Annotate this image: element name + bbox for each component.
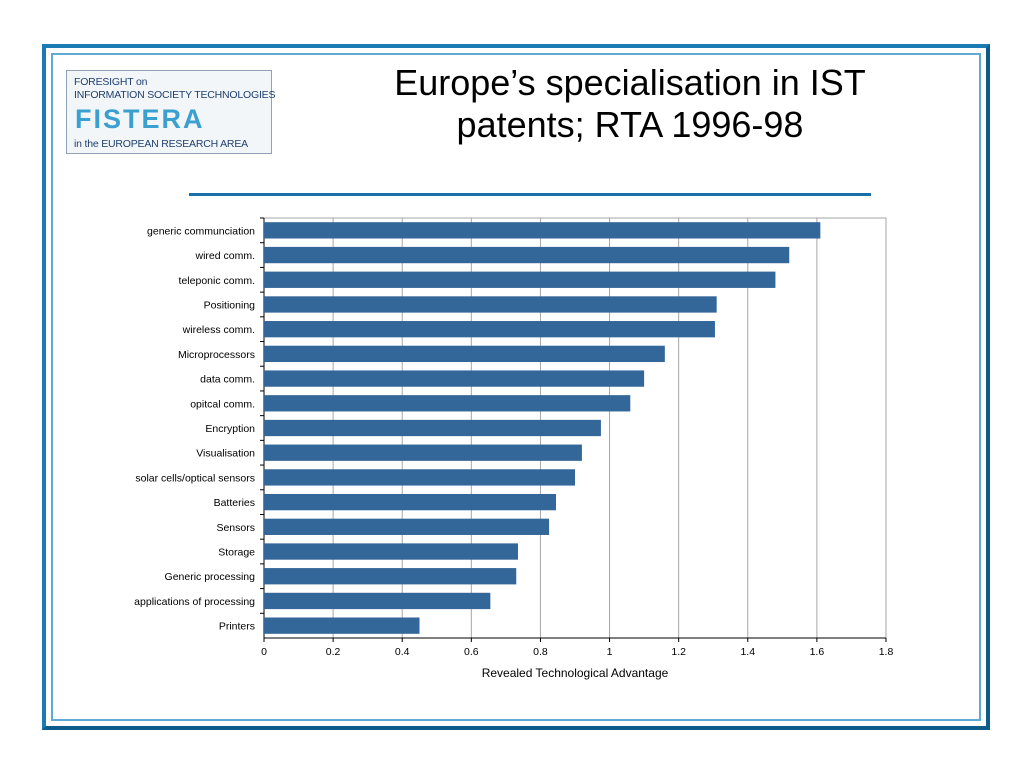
category-label: solar cells/optical sensors xyxy=(135,472,255,484)
logo-brand: FISTERA xyxy=(75,104,205,134)
title-divider xyxy=(189,193,871,196)
bar xyxy=(264,617,420,634)
category-label: applications of processing xyxy=(134,596,255,608)
x-axis-title: Revealed Technological Advantage xyxy=(482,666,669,680)
x-tick-label: 0.6 xyxy=(464,646,479,658)
category-label: Generic processing xyxy=(165,571,256,583)
x-tick-label: 1.6 xyxy=(810,646,825,658)
slide-title: Europe’s specialisation in IST patents; … xyxy=(330,62,930,146)
x-tick-label: 1.8 xyxy=(879,646,894,658)
slide-title-line-1: Europe’s specialisation in IST xyxy=(394,62,866,103)
bar xyxy=(264,321,715,338)
fistera-logo: FORESIGHT on INFORMATION SOCIETY TECHNOL… xyxy=(66,70,276,154)
bar xyxy=(264,345,665,363)
logo-line-1: FORESIGHT on xyxy=(74,76,148,88)
category-label: Batteries xyxy=(214,497,255,509)
category-label: wireless comm. xyxy=(182,324,255,336)
x-tick-label: 0.4 xyxy=(395,646,410,658)
category-label: opitcal comm. xyxy=(190,398,255,410)
category-label: Positioning xyxy=(204,299,256,311)
x-tick-label: 1.2 xyxy=(671,646,686,658)
bar xyxy=(264,370,645,387)
bar xyxy=(264,444,582,461)
x-tick-label: 0 xyxy=(261,646,267,658)
category-label: Microprocessors xyxy=(178,349,255,361)
bar xyxy=(264,271,776,288)
bar xyxy=(264,518,550,535)
category-label: wired comm. xyxy=(194,250,255,262)
bar xyxy=(264,395,631,412)
category-label: Printers xyxy=(219,621,255,633)
category-label: data comm. xyxy=(200,374,255,386)
logo-line-2: INFORMATION SOCIETY TECHNOLOGIES xyxy=(74,89,276,101)
bar xyxy=(264,246,790,264)
bar xyxy=(264,419,601,437)
logo-line-4: in the EUROPEAN RESEARCH AREA xyxy=(74,138,248,150)
slide-inner-border xyxy=(51,53,981,721)
x-tick-label: 0.2 xyxy=(326,646,341,658)
category-label: Storage xyxy=(218,547,255,559)
category-label: Visualisation xyxy=(196,448,255,460)
bar xyxy=(264,469,575,486)
category-label: Sensors xyxy=(216,522,255,534)
bar xyxy=(264,543,518,560)
slide-title-line-2: patents; RTA 1996-98 xyxy=(456,104,804,145)
x-tick-label: 1.4 xyxy=(740,646,755,658)
x-tick-label: 1 xyxy=(607,646,613,658)
category-label: generic communciation xyxy=(147,225,255,237)
x-tick-label: 0.8 xyxy=(533,646,548,658)
bar xyxy=(264,296,717,313)
bar xyxy=(264,493,556,511)
category-label: Encryption xyxy=(205,423,255,435)
category-label: teleponic comm. xyxy=(179,275,255,287)
bar xyxy=(264,568,517,585)
bar xyxy=(264,222,821,239)
bar xyxy=(264,592,491,610)
